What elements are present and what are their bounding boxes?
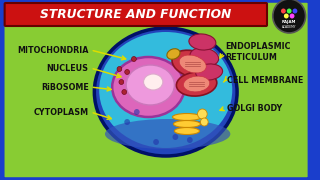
Ellipse shape bbox=[174, 127, 199, 134]
Text: ENDOPLASMIC
RETICULUM: ENDOPLASMIC RETICULUM bbox=[226, 42, 291, 62]
Ellipse shape bbox=[172, 114, 201, 120]
Text: MITOCHONDRIA: MITOCHONDRIA bbox=[17, 46, 89, 55]
Text: GOLGI BODY: GOLGI BODY bbox=[228, 103, 283, 112]
Ellipse shape bbox=[167, 49, 180, 59]
Circle shape bbox=[172, 134, 178, 140]
Text: RAJAM: RAJAM bbox=[282, 20, 296, 24]
Circle shape bbox=[284, 14, 289, 19]
Ellipse shape bbox=[183, 76, 210, 92]
Circle shape bbox=[124, 119, 130, 125]
Circle shape bbox=[122, 89, 127, 94]
Text: RiBOSOME: RiBOSOME bbox=[41, 82, 89, 91]
Text: CYTOPLASM: CYTOPLASM bbox=[33, 107, 89, 116]
Ellipse shape bbox=[176, 72, 217, 96]
Ellipse shape bbox=[173, 120, 200, 127]
Circle shape bbox=[287, 8, 292, 14]
Circle shape bbox=[153, 139, 159, 145]
Circle shape bbox=[290, 14, 294, 19]
Ellipse shape bbox=[190, 48, 219, 66]
Circle shape bbox=[132, 57, 136, 62]
Ellipse shape bbox=[172, 50, 213, 78]
Ellipse shape bbox=[112, 57, 185, 117]
Circle shape bbox=[187, 137, 193, 143]
Ellipse shape bbox=[99, 32, 232, 148]
Ellipse shape bbox=[144, 74, 163, 90]
Circle shape bbox=[281, 8, 286, 14]
Circle shape bbox=[273, 0, 306, 33]
Ellipse shape bbox=[105, 119, 230, 149]
Text: CELL MEMBRANE: CELL MEMBRANE bbox=[228, 75, 304, 84]
Circle shape bbox=[117, 66, 122, 71]
Ellipse shape bbox=[179, 55, 206, 73]
Circle shape bbox=[197, 109, 207, 119]
FancyBboxPatch shape bbox=[5, 3, 267, 26]
Circle shape bbox=[119, 80, 124, 84]
Circle shape bbox=[125, 69, 130, 75]
Circle shape bbox=[292, 8, 297, 14]
Ellipse shape bbox=[126, 65, 174, 105]
Text: NUCLEUS: NUCLEUS bbox=[46, 64, 89, 73]
Ellipse shape bbox=[196, 64, 223, 80]
Ellipse shape bbox=[94, 28, 237, 156]
Ellipse shape bbox=[189, 34, 216, 50]
Text: STRUCTURE AND FUNCTION: STRUCTURE AND FUNCTION bbox=[40, 8, 231, 21]
Text: ACADEMY: ACADEMY bbox=[282, 25, 296, 29]
Circle shape bbox=[134, 109, 140, 115]
FancyBboxPatch shape bbox=[2, 0, 310, 180]
Circle shape bbox=[200, 118, 208, 126]
